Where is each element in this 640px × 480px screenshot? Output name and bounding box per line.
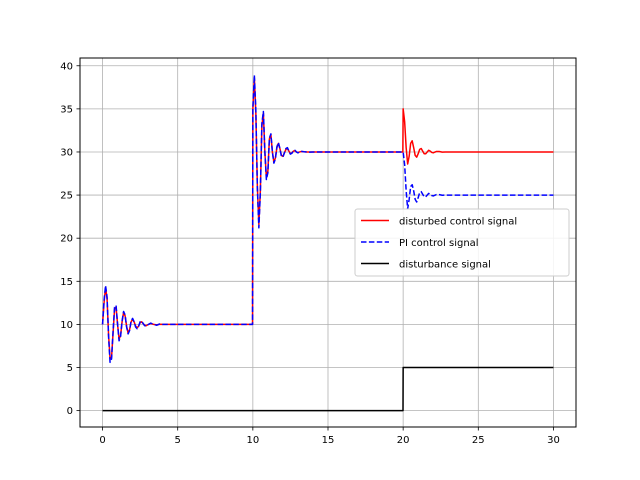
series-line-pi-control-signal (101, 74, 554, 364)
legend-box (354, 208, 570, 277)
y-tick-label: 30 (60, 147, 73, 158)
x-tick-label: 5 (175, 435, 181, 446)
legend-label: PI control signal (399, 238, 479, 249)
x-tick-label: 25 (472, 435, 485, 446)
legend-label: disturbed control signal (399, 217, 517, 228)
series-line-disturbance-signal (102, 366, 554, 412)
x-tick-label: 15 (322, 435, 335, 446)
y-tick-label: 40 (60, 61, 73, 72)
x-tick-label: 0 (99, 435, 105, 446)
legend: disturbed control signal PI control signa… (354, 208, 570, 277)
x-tick-label: 30 (547, 435, 560, 446)
y-tick-label: 35 (60, 104, 73, 115)
x-tick-label: 20 (397, 435, 410, 446)
y-tick-label: 25 (60, 191, 73, 202)
y-tick-label: 15 (60, 277, 73, 288)
series-layer (101, 74, 554, 412)
x-tick-label: 10 (246, 435, 259, 446)
y-tick-label: 0 (67, 406, 73, 417)
legend-label: disturbance signal (399, 260, 491, 271)
y-tick-label: 10 (60, 320, 73, 331)
y-tick-label: 20 (60, 234, 73, 245)
ticks: 0 5 10 15 20 25 30 0 5 10 15 20 25 30 35 40 (60, 61, 560, 446)
y-tick-label: 5 (67, 363, 73, 374)
